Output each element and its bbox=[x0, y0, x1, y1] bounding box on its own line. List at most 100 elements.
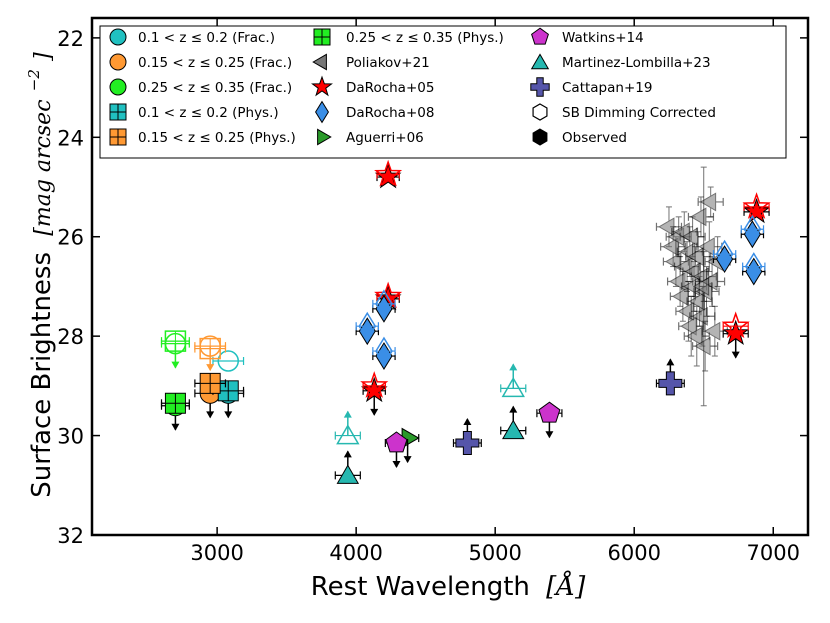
upper-limit-arrowhead bbox=[171, 361, 180, 369]
legend-marker-hexagon-open bbox=[532, 103, 548, 121]
data-point bbox=[721, 311, 750, 339]
legend-label: Observed bbox=[562, 130, 627, 146]
upper-limit-arrowhead bbox=[403, 456, 412, 464]
data-point bbox=[334, 410, 361, 445]
marker-diamond bbox=[743, 220, 761, 249]
legend-label: Watkins+14 bbox=[562, 30, 644, 46]
marker-star-corrected bbox=[374, 159, 403, 187]
legend-marker-hexagon bbox=[532, 128, 548, 146]
marker-triangle-left bbox=[680, 316, 697, 336]
y-tick-label: 26 bbox=[57, 226, 84, 250]
legend-label: Aguerri+06 bbox=[346, 130, 424, 146]
series-darocha-05 bbox=[360, 112, 774, 416]
x-tick-label: 3000 bbox=[190, 541, 243, 565]
legend-item-0-1-z-0-2-phys: 0.1 < z ≤ 0.2 (Phys.) bbox=[109, 103, 279, 121]
legend-marker-circle bbox=[109, 78, 127, 96]
x-tick-label: 7000 bbox=[747, 541, 800, 565]
marker-star-corrected bbox=[360, 371, 389, 398]
marker-triangle-left bbox=[698, 237, 715, 257]
y-axis-label-unit-close: ] bbox=[31, 52, 56, 62]
data-point bbox=[742, 252, 766, 281]
legend-label: Poliakov+21 bbox=[346, 55, 430, 71]
y-tick-label: 22 bbox=[57, 27, 84, 51]
data-point bbox=[692, 166, 713, 407]
marker-diamond bbox=[375, 294, 393, 323]
data-point bbox=[740, 214, 765, 244]
data-point bbox=[712, 239, 737, 269]
marker-triangle-left bbox=[687, 247, 704, 267]
data-point bbox=[500, 363, 527, 398]
y-axis-label-unit-exp: −2 bbox=[25, 69, 43, 91]
legend-entries: 0.1 < z ≤ 0.2 (Frac.) 0.15 < z ≤ 0.25 (Fr… bbox=[109, 27, 716, 146]
marker-triangle-left bbox=[694, 336, 711, 356]
lower-limit-arrowhead bbox=[666, 358, 675, 366]
data-point bbox=[655, 358, 685, 396]
series-cattapan-19 bbox=[452, 358, 685, 456]
legend-marker-circle bbox=[109, 53, 127, 71]
plot-frame bbox=[90, 16, 810, 537]
legend-item-aguerri-06: Aguerri+06 bbox=[317, 128, 424, 146]
legend-label: 0.15 < z ≤ 0.25 (Phys.) bbox=[138, 130, 296, 146]
marker-triangle-up-corrected bbox=[501, 376, 525, 398]
upper-limit-arrowhead bbox=[545, 431, 554, 439]
upper-limit-arrowhead bbox=[731, 351, 740, 359]
marker-triangle-up-corrected bbox=[336, 424, 360, 445]
legend-item-darocha-08: DaRocha+08 bbox=[315, 100, 434, 124]
data-point bbox=[334, 450, 361, 484]
data-point bbox=[194, 337, 227, 360]
y-axis-label-unit: [mag arcsec bbox=[31, 99, 56, 235]
x-tick-label: 6000 bbox=[607, 541, 660, 565]
legend-box bbox=[99, 25, 787, 159]
marker-diamond-corrected bbox=[743, 214, 762, 244]
legend-marker-diamond bbox=[315, 100, 329, 124]
upper-limit-arrowhead bbox=[224, 411, 233, 419]
data-point bbox=[360, 371, 389, 398]
marker-plus bbox=[455, 431, 480, 456]
marker-diamond-corrected bbox=[375, 336, 393, 366]
legend-item-0-15-z-0-25-frac: 0.15 < z ≤ 0.25 (Frac.) bbox=[109, 53, 292, 71]
legend-marker-triangle-left bbox=[312, 53, 327, 71]
marker-diamond bbox=[745, 257, 763, 286]
y-axis-label: Surface Brightness [mag arcsec −2 ] bbox=[16, 52, 57, 498]
data-point bbox=[696, 221, 723, 273]
y-tick-label: 24 bbox=[57, 126, 84, 150]
y-tick-label: 30 bbox=[57, 425, 84, 449]
legend-marker-star bbox=[311, 75, 333, 97]
x-axis-label-unit: [Å] bbox=[546, 570, 586, 602]
data-layer bbox=[160, 112, 774, 484]
data-point bbox=[722, 319, 750, 359]
data-point bbox=[355, 311, 379, 341]
ticks-layer: 3000 4000 5000 6000 7000 22 24 26 28 30 32 bbox=[57, 18, 808, 565]
marker-star-corrected bbox=[721, 311, 750, 339]
marker-circle-corrected bbox=[217, 350, 239, 372]
legend-item-0-15-z-0-25-phys: 0.15 < z ≤ 0.25 (Phys.) bbox=[109, 128, 296, 146]
marker-triangle-up bbox=[336, 464, 360, 484]
legend-marker-circle bbox=[109, 28, 127, 46]
upper-limit-arrowhead bbox=[171, 423, 180, 431]
marker-triangle-left bbox=[703, 321, 721, 341]
marker-star-corrected bbox=[742, 192, 771, 219]
data-point bbox=[374, 159, 403, 187]
series-martinez-lombilla-23 bbox=[334, 363, 527, 484]
lower-limit-arrowhead bbox=[509, 405, 518, 413]
legend-marker-triangle-right bbox=[317, 128, 332, 146]
series-darocha-08 bbox=[355, 214, 766, 370]
y-tick-label: 28 bbox=[57, 325, 84, 349]
legend-item-0-1-z-0-2-frac: 0.1 < z ≤ 0.2 (Frac.) bbox=[109, 28, 275, 46]
legend-item-darocha-05: DaRocha+05 bbox=[311, 75, 434, 97]
data-point bbox=[372, 336, 396, 366]
series-0-25-z-0-35-phys bbox=[160, 330, 190, 414]
marker-star-corrected bbox=[374, 281, 403, 309]
data-point bbox=[742, 192, 771, 219]
marker-star bbox=[374, 163, 402, 189]
legend-item-0-25-z-0-35-phys: 0.25 < z ≤ 0.35 (Phys.) bbox=[313, 28, 504, 46]
marker-triangle-left bbox=[671, 286, 689, 306]
lower-limit-arrowhead bbox=[343, 410, 352, 418]
marker-diamond bbox=[715, 245, 734, 274]
legend: 0.1 < z ≤ 0.2 (Frac.) 0.15 < z ≤ 0.25 (Fr… bbox=[99, 25, 787, 159]
legend-label: DaRocha+08 bbox=[346, 105, 434, 121]
marker-triangle-left bbox=[690, 207, 707, 227]
data-point bbox=[384, 431, 409, 469]
legend-label: SB Dimming Corrected bbox=[562, 105, 716, 121]
marker-star bbox=[743, 197, 770, 224]
